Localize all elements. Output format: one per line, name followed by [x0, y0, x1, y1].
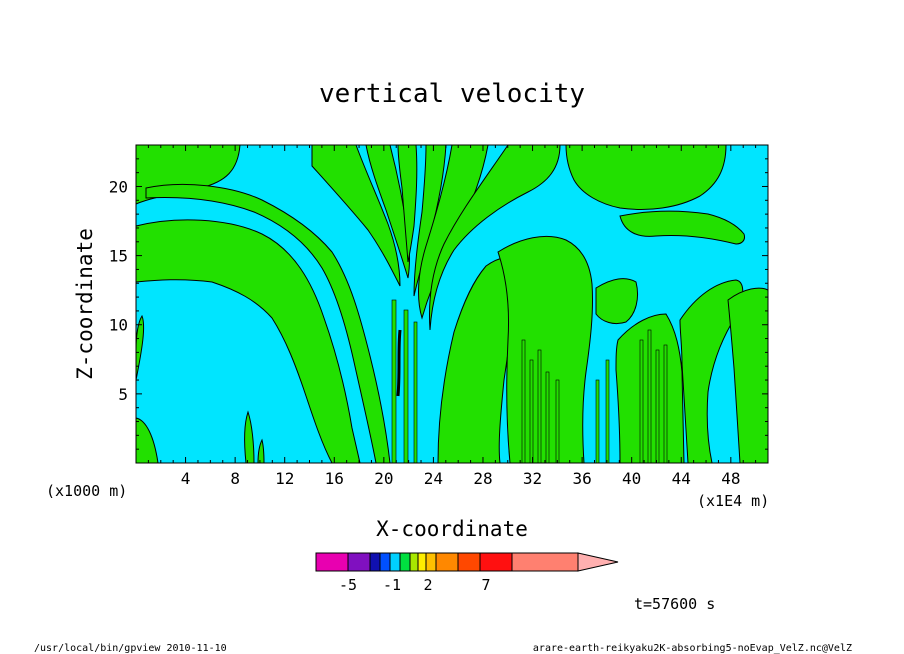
colorbar-cell — [435, 552, 459, 572]
x-axis-label: X-coordinate — [376, 517, 528, 541]
colorbar-cell — [315, 552, 349, 572]
colorbar-cell — [479, 552, 513, 572]
positive-region — [244, 410, 255, 464]
y-tick-label: 5 — [118, 385, 128, 404]
positive-streak — [647, 329, 652, 464]
y-axis-label: Z-coordinate — [73, 228, 97, 380]
colorbar-cell — [347, 552, 371, 572]
x-tick-label: 36 — [572, 469, 591, 488]
x-axis-ticks: 4 8 12 16 20 24 28 32 36 40 44 48 — [147, 145, 757, 488]
y-axis-unit: (x1000 m) — [46, 482, 127, 500]
x-tick-label: 12 — [275, 469, 294, 488]
positive-streak — [663, 344, 668, 464]
colorbar-tick-label: -1 — [383, 576, 401, 594]
positive-streak — [655, 349, 660, 464]
plot-frame — [135, 144, 769, 464]
positive-region — [365, 144, 410, 279]
positive-region — [497, 235, 594, 464]
x-tick-label: 40 — [622, 469, 641, 488]
x-tick-label: 16 — [325, 469, 344, 488]
colorbar-cell — [409, 552, 419, 572]
positive-streak — [521, 339, 526, 464]
colorbar: -5 -1 2 7 — [315, 552, 619, 594]
colorbar-cell — [511, 552, 579, 572]
positive-regions — [135, 144, 769, 464]
footer-command: /usr/local/bin/gpview 2010-11-10 — [34, 643, 227, 654]
x-tick-label: 48 — [721, 469, 740, 488]
positive-streak — [555, 379, 560, 464]
colorbar-cell — [399, 552, 411, 572]
x-tick-label: 44 — [672, 469, 691, 488]
footer-filename: arare-earth-reikyaku2K-absorbing5-noEvap… — [533, 643, 852, 654]
positive-streak — [403, 309, 409, 464]
positive-region — [311, 144, 401, 287]
positive-region — [727, 287, 769, 464]
y-axis-ticks: 5 10 15 20 — [109, 158, 768, 450]
colorbar-cell — [457, 552, 481, 572]
colorbar-tick-label: -5 — [339, 576, 357, 594]
positive-region — [679, 279, 744, 464]
x-tick-label: 24 — [424, 469, 443, 488]
positive-region — [413, 144, 447, 297]
positive-streak — [529, 359, 534, 464]
colorbar-extension — [577, 552, 619, 572]
positive-region — [397, 144, 418, 263]
x-axis-unit: (x1E4 m) — [697, 492, 769, 510]
x-tick-label: 20 — [374, 469, 393, 488]
positive-streak — [413, 321, 418, 464]
colorbar-cell — [389, 552, 401, 572]
positive-streak — [639, 339, 644, 464]
y-tick-label: 10 — [109, 316, 128, 335]
positive-region — [135, 219, 361, 464]
contour-core — [396, 329, 402, 397]
time-label: t=57600 s — [634, 595, 715, 613]
colorbar-cell — [379, 552, 391, 572]
positive-region — [619, 210, 745, 245]
x-tick-label: 32 — [523, 469, 542, 488]
x-tick-label: 4 — [181, 469, 191, 488]
positive-streak — [605, 359, 610, 464]
positive-streak — [537, 349, 542, 464]
x-tick-label: 8 — [230, 469, 240, 488]
positive-region — [595, 278, 639, 325]
positive-streak — [391, 299, 397, 464]
positive-streak — [595, 379, 600, 464]
positive-streak — [545, 371, 550, 464]
colorbar-cell — [425, 552, 437, 572]
colorbar-cell — [369, 552, 381, 572]
y-tick-label: 20 — [109, 177, 128, 196]
positive-region — [257, 438, 265, 464]
positive-region — [429, 144, 561, 331]
positive-region — [565, 144, 727, 210]
chart-title: vertical velocity — [319, 79, 585, 109]
colorbar-cell — [417, 552, 427, 572]
colorbar-tick-label: 2 — [423, 576, 432, 594]
colorbar-tick-label: 7 — [481, 576, 490, 594]
x-tick-label: 28 — [473, 469, 492, 488]
y-tick-label: 15 — [109, 247, 128, 266]
